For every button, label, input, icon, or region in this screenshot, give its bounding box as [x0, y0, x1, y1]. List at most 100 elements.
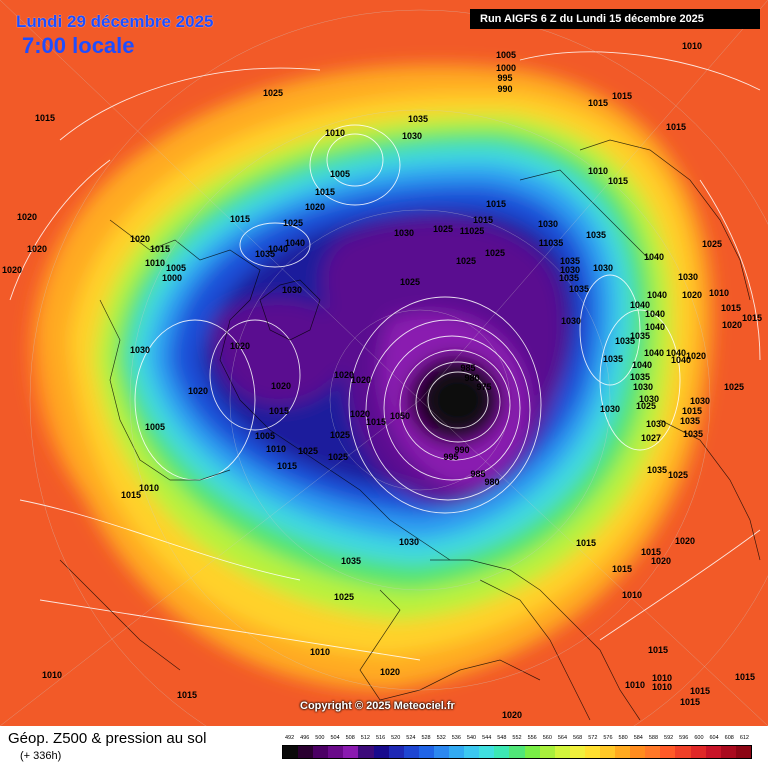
pressure-label: 1005 [145, 422, 165, 432]
scale-swatch [343, 746, 359, 758]
scale-label: 532 [436, 735, 446, 741]
pressure-label: 1020 [27, 244, 47, 254]
scale-swatch [599, 746, 616, 758]
pressure-label: 1050 [390, 411, 410, 421]
pressure-label: 1035 [341, 556, 361, 566]
pressure-label: 1015 [648, 645, 668, 655]
pressure-label: 1040 [647, 290, 667, 300]
pressure-label: 1010 [42, 670, 62, 680]
scale-label: 520 [391, 735, 401, 741]
scale-swatch [494, 746, 510, 758]
scale-swatch [388, 746, 404, 758]
pressure-label: 1015 [612, 564, 632, 574]
pressure-label: 975 [476, 382, 491, 392]
pressure-label: 1025 [334, 592, 354, 602]
pressure-label: 1010 [709, 288, 729, 298]
pressure-label: 1030 [593, 263, 613, 273]
pressure-label: 1015 [680, 697, 700, 707]
pressure-label: 1030 [402, 131, 422, 141]
pressure-label: 1010 [652, 682, 672, 692]
pressure-label: 1025 [298, 446, 318, 456]
scale-swatch [690, 746, 706, 758]
run-banner: Run AIGFS 6 Z du Lundi 15 décembre 2025 [470, 9, 760, 29]
scale-swatch [433, 746, 450, 758]
pressure-label: 1027 [641, 433, 661, 443]
pressure-label: 1035 [559, 273, 579, 283]
pressure-label: 1010 [652, 673, 672, 683]
pressure-label: 1030 [646, 419, 666, 429]
scale-label: 496 [300, 735, 310, 741]
pressure-label: 1030 [678, 272, 698, 282]
pressure-label: 1035 [630, 331, 650, 341]
pressure-label: 1015 [230, 214, 250, 224]
forecast-local-time: 7:00 locale [22, 33, 135, 58]
scale-swatch [373, 746, 389, 758]
pressure-label: 1025 [485, 248, 505, 258]
scale-label: 612 [739, 735, 749, 741]
pressure-label: 1035 [683, 429, 703, 439]
scale-label: 556 [527, 735, 537, 741]
pressure-label: 1030 [394, 228, 414, 238]
pressure-label: 1000 [496, 63, 516, 73]
pressure-label: 1035 [255, 249, 275, 259]
pressure-label: 1035 [408, 114, 428, 124]
pressure-label: 11025 [460, 226, 485, 236]
pressure-label: 1020 [675, 536, 695, 546]
scale-label: 564 [557, 735, 568, 741]
field-name: Géop. Z500 & pression au sol [8, 730, 207, 747]
scale-label: 548 [497, 735, 507, 741]
pressure-label: 1020 [230, 341, 250, 351]
pressure-label: 1020 [686, 351, 706, 361]
pressure-label: 995 [443, 452, 458, 462]
pressure-label: 1035 [603, 354, 623, 364]
scale-label: 544 [482, 735, 492, 741]
pressure-label: 1005 [496, 50, 516, 60]
pressure-label: 1015 [576, 538, 596, 548]
scale-swatch [569, 746, 585, 758]
weather-map: 1005 1000 995 990 1010 1025 1015 1015 1015 1015 10… [0, 0, 768, 726]
legend-panel: Géop. Z500 & pression au sol (+ 336h) 49… [0, 726, 768, 768]
pressure-label: 1025 [724, 382, 744, 392]
pressure-label: 1025 [328, 452, 348, 462]
pressure-label: 1025 [668, 470, 688, 480]
pressure-label: 995 [497, 73, 512, 83]
pressure-label: 1010 [325, 128, 345, 138]
pressure-label: 1035 [569, 284, 589, 294]
z500-band-492 [426, 370, 490, 430]
pressure-label: 985 [460, 363, 475, 373]
scale-swatch [645, 746, 661, 758]
scale-label: 588 [648, 735, 659, 741]
pressure-labels: 1005100099599010101025101510151015101510… [2, 41, 762, 720]
pressure-label: 1020 [350, 409, 370, 419]
pressure-label: 1025 [283, 218, 303, 228]
color-scale-labels: 492 496 500 504 508 512 516 520 524 528 532 536 540 5… [282, 735, 752, 745]
scale-label: 516 [375, 735, 386, 741]
pressure-label: 1015 [612, 91, 632, 101]
isobars [9, 51, 761, 661]
pressure-label: 1025 [263, 88, 283, 98]
scale-label: 572 [588, 735, 598, 741]
pressure-label: 1020 [305, 202, 325, 212]
pressure-label: 1020 [271, 381, 291, 391]
pressure-label: 1040 [285, 238, 305, 248]
scale-label: 512 [360, 735, 370, 741]
z500-field: 1005100099599010101025101510151015101510… [0, 0, 768, 726]
scale-swatch [660, 746, 676, 758]
pressure-label: 1040 [644, 348, 664, 358]
scale-swatch [509, 746, 525, 758]
pressure-label: 1035 [586, 230, 606, 240]
scale-label: 528 [421, 735, 431, 741]
scale-label: 608 [724, 735, 734, 741]
z500-band-508-west [212, 298, 349, 406]
pressure-label: 1015 [682, 406, 702, 416]
pressure-label: 1015 [277, 461, 297, 471]
pressure-label: 1010 [622, 590, 642, 600]
pressure-label: 1015 [121, 490, 141, 500]
scale-label: 584 [633, 735, 643, 741]
pressure-label: 1035 [615, 336, 635, 346]
pressure-label: 1025 [456, 256, 476, 266]
pressure-label: 1015 [366, 417, 386, 427]
pressure-label: 1015 [269, 406, 289, 416]
pressure-label: 980 [464, 373, 479, 383]
scale-swatch [298, 746, 314, 758]
